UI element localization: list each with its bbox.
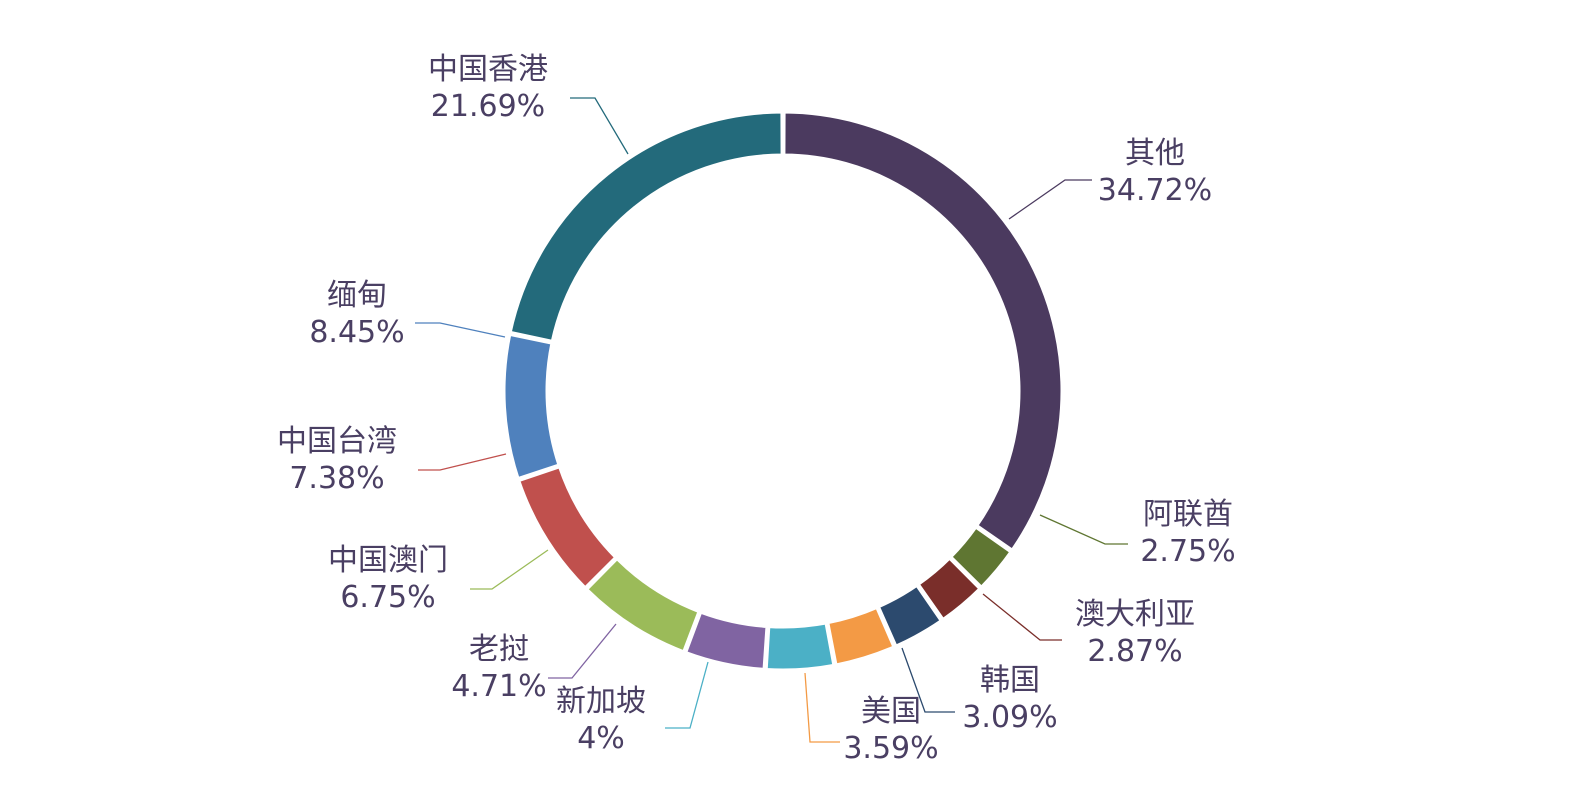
slices-layer [502, 110, 1064, 672]
slice-name-label-2: 阿联酋 [1143, 497, 1233, 532]
slice-name-label-11: 中国香港 [428, 52, 548, 87]
leader-line-5 [804, 672, 840, 743]
slice-name-label-8: 中国澳门 [328, 543, 448, 578]
slice-value-label-6: 4% [577, 721, 625, 756]
leader-line-11 [570, 97, 629, 155]
slice-value-label-4: 3.09% [962, 700, 1057, 735]
slice-name-label-3: 澳大利亚 [1075, 597, 1195, 632]
slice-name-label-5: 美国 [861, 694, 921, 729]
slice-value-label-9: 7.38% [289, 461, 384, 496]
leader-line-1 [1008, 179, 1092, 220]
slice-name-label-4: 韩国 [980, 663, 1040, 698]
leader-line-3 [982, 593, 1062, 641]
slice-name-label-10: 缅甸 [327, 278, 387, 313]
slice-value-label-1: 34.72% [1098, 173, 1212, 208]
slice-name-label-7: 老挝 [469, 632, 529, 667]
slice-name-label-9: 中国台湾 [277, 424, 397, 459]
slice-7 [683, 610, 769, 671]
slice-9 [516, 464, 618, 590]
slice-value-label-7: 4.71% [451, 669, 546, 704]
slice-value-label-5: 3.59% [843, 731, 938, 766]
leader-line-7 [548, 623, 617, 679]
slice-11 [508, 110, 784, 344]
slice-name-label-1: 其他 [1125, 136, 1185, 171]
leader-line-2 [1039, 514, 1128, 545]
slice-value-label-11: 21.69% [431, 89, 545, 124]
slice-3 [916, 556, 983, 622]
leader-line-9 [418, 453, 507, 471]
slice-2 [948, 525, 1014, 590]
slice-6 [764, 621, 836, 672]
slice-value-label-2: 2.75% [1140, 534, 1235, 569]
leader-line-6 [665, 661, 709, 729]
slice-10 [502, 332, 561, 481]
slice-4 [876, 583, 944, 649]
slice-5 [826, 605, 896, 667]
slice-name-label-6: 新加坡 [556, 684, 646, 719]
slice-value-label-3: 2.87% [1087, 634, 1182, 669]
slice-value-label-10: 8.45% [309, 315, 404, 350]
leader-lines-layer [415, 97, 1128, 743]
leader-line-8 [470, 549, 549, 590]
leader-line-4 [901, 647, 955, 713]
slice-value-label-8: 6.75% [340, 580, 435, 615]
slice-1 [782, 110, 1064, 553]
leader-line-10 [415, 322, 506, 338]
slice-8 [584, 556, 701, 654]
